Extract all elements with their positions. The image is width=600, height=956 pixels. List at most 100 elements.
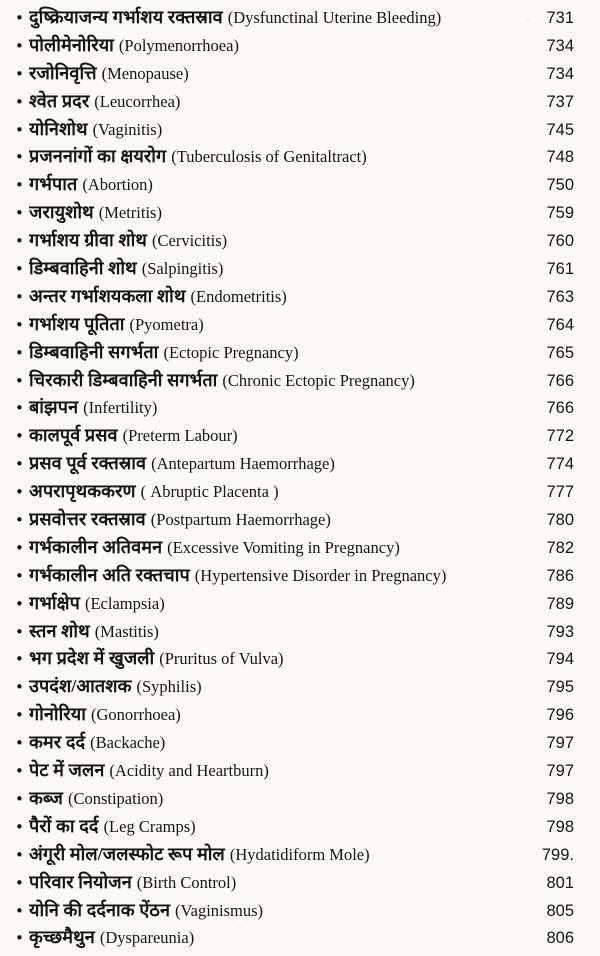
entry-title-english: (Postpartum Haemorrhage) [150, 510, 331, 530]
bullet-icon: • [15, 399, 24, 418]
entry-page-number: 801 [546, 873, 574, 892]
entry-title: भग प्रदेश में खुजली (Pruritus of Vulva) [29, 646, 524, 670]
bullet-icon: • [15, 483, 24, 502]
entry-title-english: (Cervicitis) [152, 231, 228, 251]
entry-title: गर्भाशय पूतिता (Pyometra) [29, 312, 524, 336]
bullet-icon: • [15, 511, 24, 530]
entry-title-english: (Endometritis) [190, 286, 287, 306]
entry-title: गर्भाक्षेप (Eclampsia) [29, 591, 524, 615]
toc-entry: • श्वेत प्रदर (Leucorrhea) 737 [15, 89, 574, 117]
entry-title-hindi: परिवार नियोजन [29, 871, 132, 892]
bullet-icon: • [15, 455, 24, 474]
entry-title-english: (Hypertensive Disorder in Pregnancy) [194, 565, 447, 585]
entry-page-number: 766 [546, 371, 574, 390]
toc-entry: • कालपूर्व प्रसव (Preterm Labour) 772 [15, 423, 574, 451]
toc-entry: • गर्भपात (Abortion) 750 [15, 172, 574, 200]
entry-title-hindi: रजोनिवृत्ति [29, 62, 97, 83]
entry-page-number: 760 [546, 232, 574, 251]
entry-title-english: (Hydatidiform Mole) [229, 844, 370, 864]
toc-entry: • पेट में जलन (Acidity and Heartburn) 797 [15, 758, 574, 786]
toc-entry: • गर्भकालीन अति रक्तचाप (Hypertensive Dis… [15, 563, 574, 591]
entry-page-number: 763 [546, 287, 574, 306]
entry-title-english: (Eclampsia) [84, 593, 165, 613]
entry-title-hindi: गर्भाशय पूतिता [29, 313, 125, 334]
entry-title-english: (Mastitis) [94, 621, 159, 641]
bullet-icon: • [15, 64, 24, 83]
bullet-icon: • [15, 817, 24, 836]
bullet-icon: • [15, 9, 24, 27]
entry-title: अन्तर गर्भाशयकला शोथ (Endometritis) [29, 284, 524, 308]
entry-title-english: (Chronic Ectopic Pregnancy) [222, 370, 415, 390]
entry-title: अपरापृथककरण( Abruptic Placenta ) [29, 479, 524, 503]
entry-title-hindi: प्रसव पूर्व रक्तस्राव [29, 453, 147, 474]
entry-title-hindi: योनिशोथ [29, 118, 88, 139]
entry-title: गर्भकालीन अति रक्तचाप (Hypertensive Disor… [29, 563, 524, 587]
toc-entry: • कमर दर्द (Backache) 797 [15, 730, 574, 758]
entry-title-english: (Dysfunctinal Uterine Bleeding) [227, 8, 442, 27]
entry-title-hindi: डिम्बवाहिनी सगर्भता [29, 341, 159, 362]
toc-entry: • उपदंश/आतशक (Syphilis) 795 [15, 674, 574, 702]
toc-entry: • अपरापृथककरण( Abruptic Placenta ) 777 [15, 479, 574, 507]
entry-title: पोलीमेनोरिया (Polymenorrhoea) [29, 33, 524, 57]
entry-title-hindi: गर्भकालीन अतिवमन [29, 536, 163, 557]
entry-page-number: 734 [546, 36, 574, 55]
entry-page-number: 798 [546, 817, 574, 836]
entry-title-english: (Birth Control) [136, 872, 237, 892]
toc-entry: • गर्भाशय पूतिता (Pyometra) 764 [15, 312, 574, 340]
bullet-icon: • [15, 845, 24, 864]
toc-entry: • प्रसव पूर्व रक्तस्राव (Antepartum Haemo… [15, 451, 574, 479]
entry-title: श्वेत प्रदर (Leucorrhea) [29, 89, 524, 113]
entry-title-english: (Leg Cramps) [103, 816, 196, 836]
entry-title-english: (Menopause) [101, 63, 189, 83]
toc-entry: • स्तन शोथ (Mastitis) 793 [15, 619, 574, 647]
bullet-icon: • [15, 538, 24, 557]
entry-page-number: 797 [546, 762, 574, 781]
entry-page-number: 793 [546, 622, 574, 641]
bullet-icon: • [15, 650, 24, 669]
toc-entry: • दुष्क्रियाजन्य गर्भाशय रक्तस्राव (Dysfu… [15, 5, 574, 33]
entry-title: गोनोरिया (Gonorrhoea) [29, 702, 524, 726]
entry-title-hindi: पेट में जलन [29, 760, 105, 781]
entry-title: कब्ज (Constipation) [29, 786, 524, 810]
entry-title-hindi: गर्भाशय ग्रीवा शोथ [29, 230, 148, 251]
entry-title-english: (Excessive Vomiting in Pregnancy) [167, 537, 400, 557]
entry-title: प्रजननांगों का क्षयरोग (Tuberculosis of G… [29, 144, 524, 168]
entry-title: दुष्क्रियाजन्य गर्भाशय रक्तस्राव (Dysfunc… [29, 5, 524, 29]
bullet-icon: • [15, 594, 24, 613]
entry-title: डिम्बवाहिनी सगर्भता (Ectopic Pregnancy) [29, 340, 524, 364]
entry-title-hindi: गर्भकालीन अति रक्तचाप [29, 564, 190, 585]
bullet-icon: • [15, 92, 24, 111]
entry-title: योनि की दर्दनाक ऐंठन (Vaginismus) [29, 898, 524, 922]
entry-title-hindi: चिरकारी डिम्बवाहिनी सगर्भता [29, 369, 218, 390]
toc-entry: • डिम्बवाहिनी शोथ (Salpingitis) 761 [15, 256, 574, 284]
entry-title-hindi: अपरापृथककरण [29, 481, 136, 502]
entry-page-number: 766 [546, 399, 574, 418]
bullet-icon: • [15, 789, 24, 808]
entry-page-number: 795 [546, 678, 574, 697]
bullet-icon: • [15, 343, 24, 362]
entry-title-english: (Salpingitis) [141, 259, 224, 279]
toc-entry: • गर्भाशय ग्रीवा शोथ (Cervicitis) 760 [15, 228, 574, 256]
entry-title: गर्भाशय ग्रीवा शोथ (Cervicitis) [29, 228, 524, 252]
entry-title-english: (Leucorrhea) [94, 91, 181, 111]
bullet-icon: • [15, 176, 24, 195]
entry-title-english: (Infertility) [83, 398, 158, 418]
bullet-icon: • [15, 260, 24, 279]
toc-entry: • चिरकारी डिम्बवाहिनी सगर्भता (Chronic Ec… [15, 368, 574, 396]
bullet-icon: • [15, 622, 24, 641]
toc-entry: • कृच्छमैथुन (Dyspareunia) 806 [15, 925, 574, 953]
entry-title-hindi: भग प्रदेश में खुजली [29, 648, 155, 669]
entry-title-english: (Ectopic Pregnancy) [163, 342, 299, 362]
entry-title-english: (Abortion) [82, 175, 153, 195]
entry-page-number: 759 [546, 204, 574, 223]
entry-page-number: 805 [546, 901, 574, 920]
entry-title: स्तन शोथ (Mastitis) [29, 619, 524, 643]
bullet-icon: • [15, 148, 24, 167]
entry-title-english: (Preterm Labour) [122, 426, 238, 446]
entry-title: डिम्बवाहिनी शोथ (Salpingitis) [29, 256, 524, 280]
entry-page-number: 774 [546, 455, 574, 474]
entry-title-hindi: गोनोरिया [29, 704, 86, 725]
toc-entry: • परिवार नियोजन (Birth Control) 801 [15, 870, 574, 898]
entry-title-hindi: योनि की दर्दनाक ऐंठन [29, 899, 171, 920]
entry-title-hindi: बांझपन [29, 397, 79, 418]
